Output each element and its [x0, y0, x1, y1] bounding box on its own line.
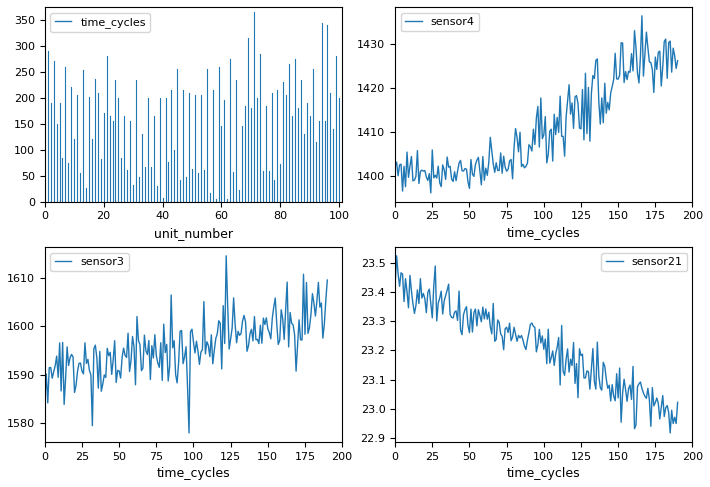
Legend: time_cycles: time_cycles [50, 13, 151, 32]
X-axis label: time_cycles: time_cycles [157, 467, 230, 480]
Legend: sensor21: sensor21 [601, 253, 687, 271]
Legend: sensor4: sensor4 [400, 13, 479, 31]
X-axis label: time_cycles: time_cycles [507, 227, 581, 240]
X-axis label: unit_number: unit_number [154, 227, 233, 240]
X-axis label: time_cycles: time_cycles [507, 467, 581, 480]
Legend: sensor3: sensor3 [50, 253, 129, 271]
